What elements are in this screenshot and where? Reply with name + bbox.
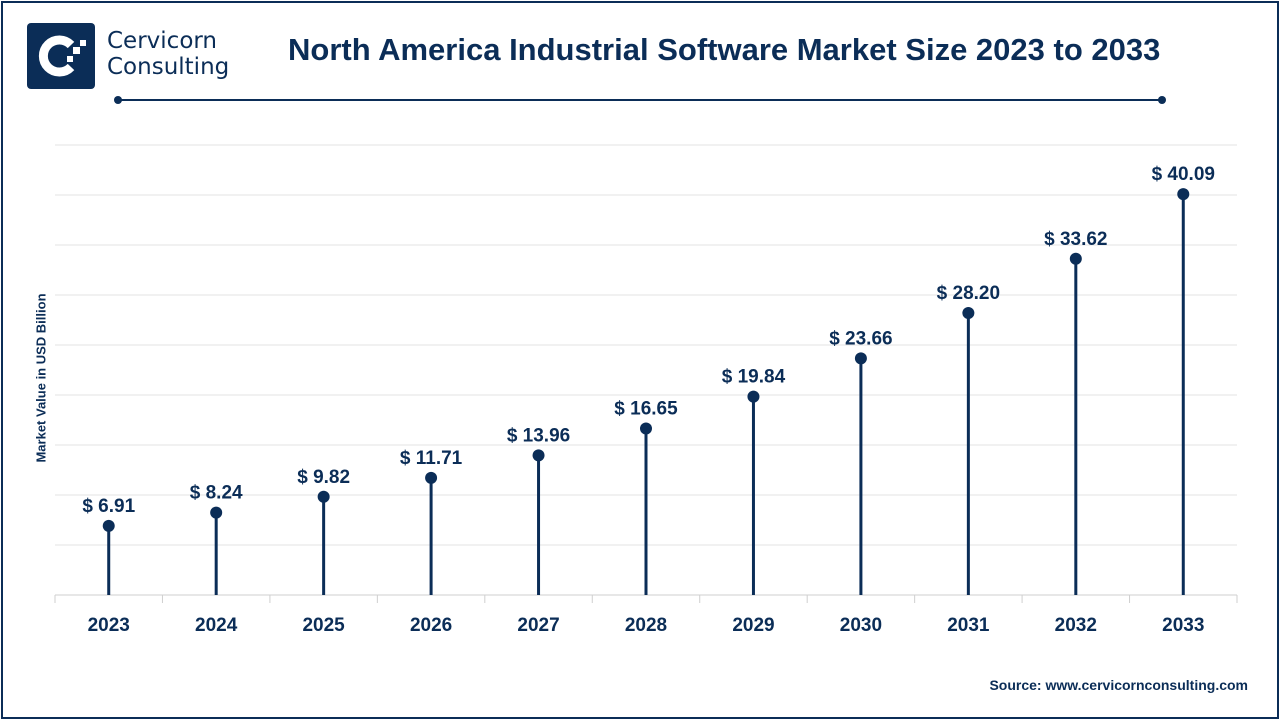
x-tick-label: 2028	[625, 615, 667, 636]
x-tick-label: 2029	[732, 615, 774, 636]
data-label: $ 13.96	[507, 425, 570, 446]
data-label: $ 6.91	[82, 496, 135, 517]
data-point	[1069, 252, 1082, 265]
source-note: Source: www.cervicornconsulting.com	[989, 677, 1248, 693]
chart-title: North America Industrial Software Market…	[288, 32, 1161, 67]
brand-line2: Consulting	[107, 54, 230, 80]
x-tick-label: 2025	[302, 615, 345, 636]
brand-name: Cervicorn Consulting	[107, 28, 229, 80]
data-label: $ 28.20	[937, 283, 1000, 304]
data-point	[962, 307, 975, 319]
data-point	[747, 390, 760, 403]
logo-mark-icon	[38, 35, 86, 77]
data-point	[210, 506, 223, 519]
data-label: $ 19.84	[722, 367, 786, 388]
x-tick-label: 2032	[1055, 615, 1097, 636]
data-label: $ 23.66	[829, 328, 892, 349]
data-point	[425, 471, 438, 484]
x-tick-label: 2031	[947, 615, 990, 636]
x-tick-label: 2027	[517, 615, 559, 636]
data-point	[640, 422, 652, 435]
data-label: $ 33.62	[1044, 229, 1107, 250]
underline-dot-right	[1158, 96, 1166, 104]
data-point	[532, 449, 545, 462]
x-tick-label: 2033	[1162, 615, 1204, 636]
data-label: $ 9.82	[297, 467, 350, 488]
data-label: $ 8.24	[190, 483, 243, 504]
data-label: $ 40.09	[1152, 164, 1215, 185]
underline-dot-left	[114, 96, 122, 104]
x-tick-label: 2024	[195, 615, 238, 636]
data-point	[317, 490, 330, 503]
logo	[27, 23, 95, 89]
x-tick-label: 2026	[410, 615, 452, 636]
brand-line1: Cervicorn	[107, 28, 218, 54]
x-tick-label: 2030	[840, 615, 882, 636]
x-tick-label: 2023	[88, 615, 130, 636]
data-label: $ 16.65	[614, 399, 678, 420]
data-point	[1177, 188, 1190, 201]
data-label: $ 11.71	[400, 448, 463, 469]
data-point	[854, 352, 867, 365]
data-point	[102, 519, 115, 532]
